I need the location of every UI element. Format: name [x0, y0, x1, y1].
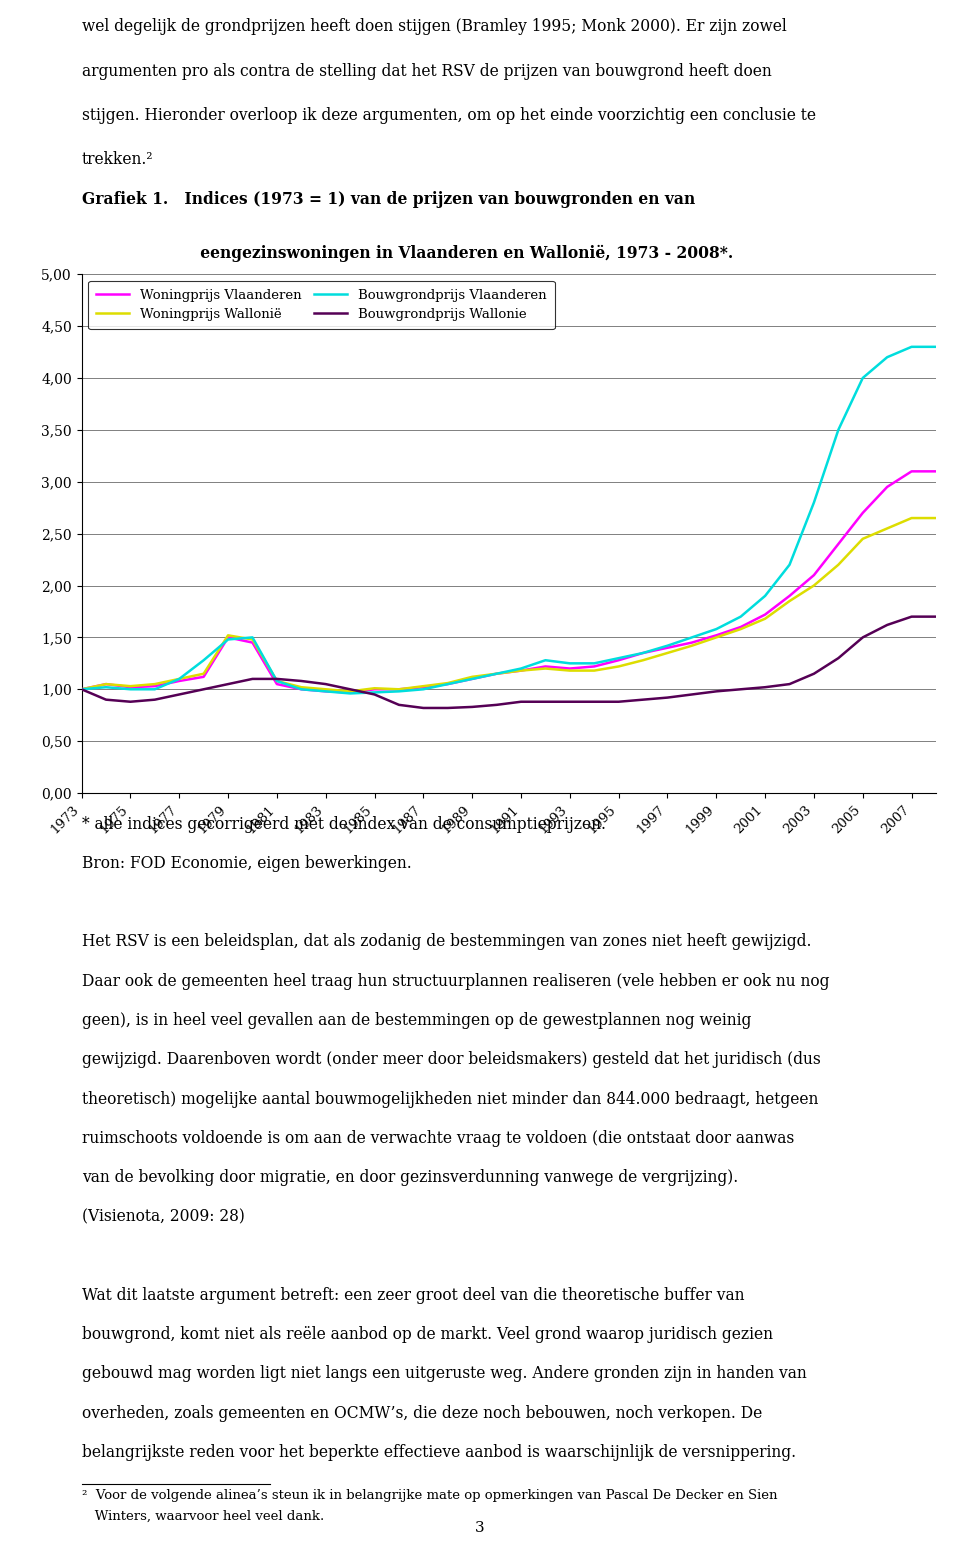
Text: van de bevolking door migratie, en door gezinsverdunning vanwege de vergrijzing): van de bevolking door migratie, en door …: [82, 1170, 738, 1187]
Text: belangrijkste reden voor het beperkte effectieve aanbod is waarschijnlijk de ver: belangrijkste reden voor het beperkte ef…: [82, 1444, 796, 1461]
Text: Wat dit laatste argument betreft: een zeer groot deel van die theoretische buffe: Wat dit laatste argument betreft: een ze…: [82, 1287, 744, 1304]
Text: overheden, zoals gemeenten en OCMW’s, die deze noch bebouwen, noch verkopen. De: overheden, zoals gemeenten en OCMW’s, di…: [82, 1405, 762, 1422]
Text: 3: 3: [475, 1521, 485, 1535]
Legend: Woningprijs Vlaanderen, Woningprijs Wallonië, Bouwgrondprijs Vlaanderen, Bouwgro: Woningprijs Vlaanderen, Woningprijs Wall…: [88, 280, 555, 330]
Text: wel degelijk de grondprijzen heeft doen stijgen (Bramley 1995; Monk 2000). Er zi: wel degelijk de grondprijzen heeft doen …: [82, 18, 786, 35]
Text: geen), is in heel veel gevallen aan de bestemmingen op de gewestplannen nog wein: geen), is in heel veel gevallen aan de b…: [82, 1012, 751, 1029]
Text: Het RSV is een beleidsplan, dat als zodanig de bestemmingen van zones niet heeft: Het RSV is een beleidsplan, dat als zoda…: [82, 934, 811, 951]
Text: Bron: FOD Economie, eigen bewerkingen.: Bron: FOD Economie, eigen bewerkingen.: [82, 855, 411, 872]
Text: stijgen. Hieronder overloop ik deze argumenten, om op het einde voorzichtig een : stijgen. Hieronder overloop ik deze argu…: [82, 106, 816, 123]
Text: ²  Voor de volgende alinea’s steun ik in belangrijke mate op opmerkingen van Pas: ² Voor de volgende alinea’s steun ik in …: [82, 1489, 777, 1501]
Text: Winters, waarvoor heel veel dank.: Winters, waarvoor heel veel dank.: [82, 1510, 324, 1523]
Text: gewijzigd. Daarenboven wordt (onder meer door beleidsmakers) gesteld dat het jur: gewijzigd. Daarenboven wordt (onder meer…: [82, 1051, 821, 1068]
Text: Grafiek 1.   Indices (1973 = 1) van de prijzen van bouwgronden en van: Grafiek 1. Indices (1973 = 1) van de pri…: [82, 191, 695, 208]
Text: eengezinswoningen in Vlaanderen en Wallonië, 1973 - 2008*.: eengezinswoningen in Vlaanderen en Wallo…: [82, 245, 732, 262]
Text: bouwgrond, komt niet als reële aanbod op de markt. Veel grond waarop juridisch g: bouwgrond, komt niet als reële aanbod op…: [82, 1327, 773, 1344]
Text: (Visienota, 2009: 28): (Visienota, 2009: 28): [82, 1208, 245, 1225]
Text: Daar ook de gemeenten heel traag hun structuurplannen realiseren (vele hebben er: Daar ook de gemeenten heel traag hun str…: [82, 972, 829, 989]
Text: theoretisch) mogelijke aantal bouwmogelijkheden niet minder dan 844.000 bedraagt: theoretisch) mogelijke aantal bouwmogeli…: [82, 1091, 818, 1108]
Text: trekken.²: trekken.²: [82, 151, 153, 168]
Text: argumenten pro als contra de stelling dat het RSV de prijzen van bouwgrond heeft: argumenten pro als contra de stelling da…: [82, 63, 771, 80]
Text: gebouwd mag worden ligt niet langs een uitgeruste weg. Andere gronden zijn in ha: gebouwd mag worden ligt niet langs een u…: [82, 1365, 806, 1382]
Text: ruimschoots voldoende is om aan de verwachte vraag te voldoen (die ontstaat door: ruimschoots voldoende is om aan de verwa…: [82, 1130, 794, 1147]
Text: * alle indices gecorrigeerd met de index van de consumptieprijzen.: * alle indices gecorrigeerd met de index…: [82, 815, 606, 832]
